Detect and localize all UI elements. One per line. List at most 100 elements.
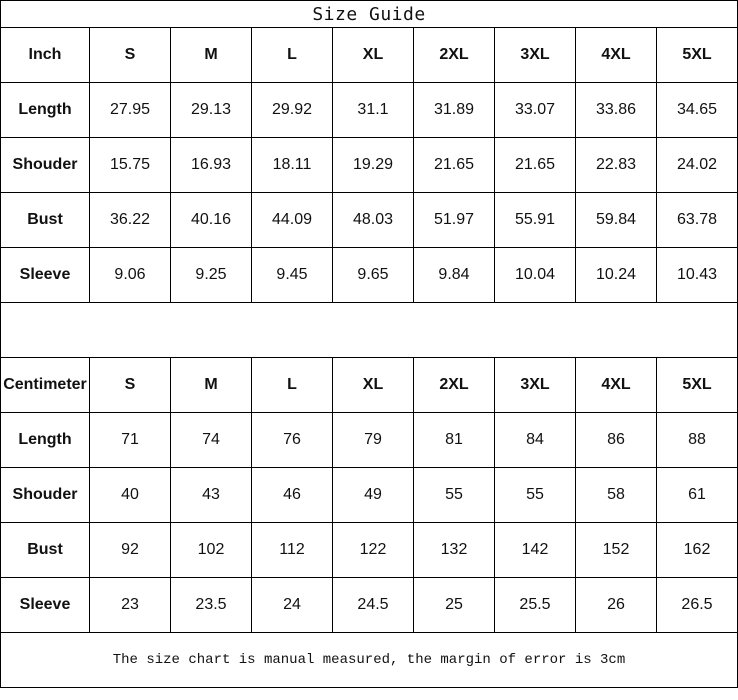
measurement-value: 71	[89, 412, 171, 468]
measurement-value: 43	[170, 467, 252, 523]
measurement-value: 44.09	[251, 192, 333, 248]
table-row: Bust 92 102 112 122 132 142 152 162	[0, 522, 738, 578]
measurement-value: 21.65	[413, 137, 495, 193]
measurement-value: 25.5	[494, 577, 576, 633]
size-header: 5XL	[656, 357, 738, 413]
measurement-value: 86	[575, 412, 657, 468]
measurement-value: 49	[332, 467, 414, 523]
measurement-value: 112	[251, 522, 333, 578]
unit-header: Inch	[0, 27, 90, 83]
footer-note: The size chart is manual measured, the m…	[0, 632, 738, 688]
measurement-value: 24.02	[656, 137, 738, 193]
measurement-value: 31.1	[332, 82, 414, 138]
size-header: XL	[332, 357, 414, 413]
measurement-value: 24.5	[332, 577, 414, 633]
header-row: Inch S M L XL 2XL 3XL 4XL 5XL	[0, 27, 738, 83]
measurement-value: 48.03	[332, 192, 414, 248]
measurement-value: 26.5	[656, 577, 738, 633]
measurement-value: 79	[332, 412, 414, 468]
measurement-value: 122	[332, 522, 414, 578]
measurement-value: 63.78	[656, 192, 738, 248]
measurement-value: 25	[413, 577, 495, 633]
measurement-value: 16.93	[170, 137, 252, 193]
measurement-value: 84	[494, 412, 576, 468]
measurement-label: Sleeve	[0, 577, 90, 633]
measurement-value: 29.13	[170, 82, 252, 138]
measurement-value: 27.95	[89, 82, 171, 138]
table-row: Shouder 40 43 46 49 55 55 58 61	[0, 467, 738, 523]
measurement-value: 162	[656, 522, 738, 578]
size-header: S	[89, 357, 171, 413]
measurement-value: 23.5	[170, 577, 252, 633]
measurement-value: 46	[251, 467, 333, 523]
size-header: 5XL	[656, 27, 738, 83]
measurement-value: 34.65	[656, 82, 738, 138]
table-row: Shouder 15.75 16.93 18.11 19.29 21.65 21.65 22.…	[0, 137, 738, 193]
measurement-value: 92	[89, 522, 171, 578]
measurement-label: Shouder	[0, 467, 90, 523]
size-header: 2XL	[413, 27, 495, 83]
measurement-value: 15.75	[89, 137, 171, 193]
measurement-value: 29.92	[251, 82, 333, 138]
size-header: M	[170, 27, 252, 83]
size-header: 4XL	[575, 27, 657, 83]
measurement-label: Sleeve	[0, 247, 90, 303]
measurement-value: 18.11	[251, 137, 333, 193]
table-row: Sleeve 9.06 9.25 9.45 9.65 9.84 10.04 10.24 10.4…	[0, 247, 738, 303]
measurement-value: 55.91	[494, 192, 576, 248]
measurement-value: 55	[413, 467, 495, 523]
measurement-label: Bust	[0, 522, 90, 578]
measurement-value: 19.29	[332, 137, 414, 193]
measurement-value: 55	[494, 467, 576, 523]
size-guide-title: Size Guide	[0, 0, 738, 28]
size-header: M	[170, 357, 252, 413]
table-row: Length 71 74 76 79 81 84 86 88	[0, 412, 738, 468]
measurement-value: 9.06	[89, 247, 171, 303]
size-header: 3XL	[494, 27, 576, 83]
measurement-value: 33.07	[494, 82, 576, 138]
table-row: Sleeve 23 23.5 24 24.5 25 25.5 26 26.5	[0, 577, 738, 633]
measurement-value: 88	[656, 412, 738, 468]
size-header: L	[251, 27, 333, 83]
measurement-value: 9.84	[413, 247, 495, 303]
measurement-value: 59.84	[575, 192, 657, 248]
measurement-value: 10.43	[656, 247, 738, 303]
measurement-value: 132	[413, 522, 495, 578]
measurement-value: 74	[170, 412, 252, 468]
measurement-value: 10.24	[575, 247, 657, 303]
measurement-value: 61	[656, 467, 738, 523]
measurement-value: 40.16	[170, 192, 252, 248]
header-row: Centimeter S M L XL 2XL 3XL 4XL 5XL	[0, 357, 738, 413]
unit-header: Centimeter	[0, 357, 90, 413]
size-header: XL	[332, 27, 414, 83]
measurement-value: 26	[575, 577, 657, 633]
spacer-row	[0, 302, 738, 358]
size-header: L	[251, 357, 333, 413]
size-header: 4XL	[575, 357, 657, 413]
measurement-value: 9.45	[251, 247, 333, 303]
measurement-value: 40	[89, 467, 171, 523]
measurement-value: 22.83	[575, 137, 657, 193]
measurement-value: 76	[251, 412, 333, 468]
measurement-value: 81	[413, 412, 495, 468]
measurement-value: 23	[89, 577, 171, 633]
measurement-label: Bust	[0, 192, 90, 248]
measurement-value: 31.89	[413, 82, 495, 138]
measurement-label: Shouder	[0, 137, 90, 193]
measurement-value: 33.86	[575, 82, 657, 138]
size-header: 2XL	[413, 357, 495, 413]
measurement-value: 142	[494, 522, 576, 578]
measurement-value: 9.25	[170, 247, 252, 303]
measurement-value: 152	[575, 522, 657, 578]
measurement-label: Length	[0, 412, 90, 468]
measurement-value: 21.65	[494, 137, 576, 193]
measurement-value: 24	[251, 577, 333, 633]
table-row: Length 27.95 29.13 29.92 31.1 31.89 33.07 33.86…	[0, 82, 738, 138]
measurement-value: 9.65	[332, 247, 414, 303]
measurement-value: 102	[170, 522, 252, 578]
measurement-label: Length	[0, 82, 90, 138]
measurement-value: 51.97	[413, 192, 495, 248]
table-row: Bust 36.22 40.16 44.09 48.03 51.97 55.91 59.84 6…	[0, 192, 738, 248]
measurement-value: 10.04	[494, 247, 576, 303]
